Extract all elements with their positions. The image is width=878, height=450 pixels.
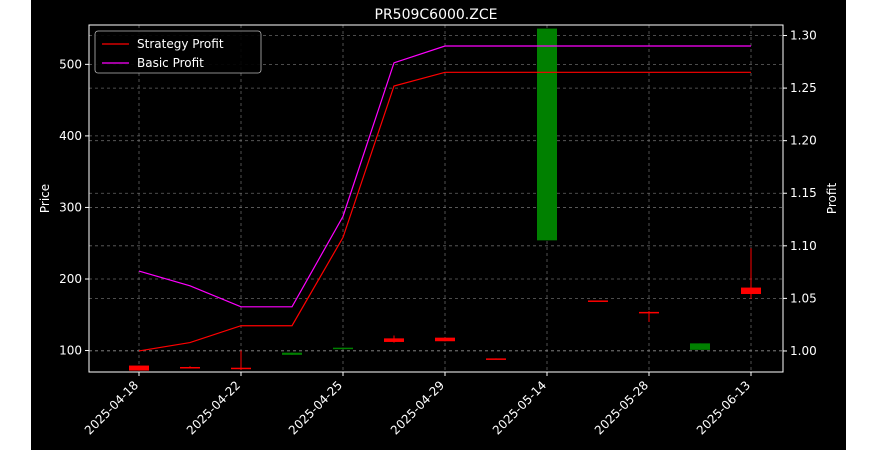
- y-tick-label: 400: [59, 129, 82, 143]
- y-tick-label: 300: [59, 200, 82, 214]
- x-tick-label: 2025-06-13: [694, 378, 753, 437]
- x-tick-label: 2025-04-25: [286, 378, 345, 437]
- plot-frame: [88, 24, 784, 373]
- y2-tick-label: 1.15: [790, 186, 817, 200]
- legend-label: Strategy Profit: [137, 37, 224, 51]
- legend: Strategy Profit Basic Profit: [94, 30, 262, 74]
- y-tick-label: 100: [59, 344, 82, 358]
- candle-body: [231, 367, 251, 370]
- candle-body: [537, 28, 557, 241]
- y2-tick-label: 1.05: [790, 291, 817, 305]
- legend-box: [94, 30, 262, 74]
- candle-body: [639, 311, 659, 314]
- y2-tick-label: 1.25: [790, 81, 817, 95]
- chart-figure: 100 200 300 400 500 1.00 1.05 1.10 1.15 1.20 1.25 1…: [31, 0, 846, 450]
- y2-tick-label: 1.00: [790, 344, 817, 358]
- y2-tick-label: 1.20: [790, 134, 817, 148]
- axis-layer: 100 200 300 400 500 1.00 1.05 1.10 1.15 1.20 1.25 1…: [59, 29, 817, 438]
- candle-body: [282, 352, 302, 355]
- chart-title: PR509C6000.ZCE: [375, 7, 498, 23]
- plot-layer: [129, 28, 761, 371]
- y-axis-label: Price: [38, 184, 52, 213]
- candle-body: [486, 358, 506, 360]
- chart-svg: 100 200 300 400 500 1.00 1.05 1.10 1.15 1.20 1.25 1…: [38, 7, 839, 438]
- x-tick-label: 2025-05-28: [592, 378, 651, 437]
- y-tick-label: 500: [59, 57, 82, 71]
- y2-tick-label: 1.10: [790, 239, 817, 253]
- candle-body: [129, 365, 149, 371]
- y2-axis-label: Profit: [825, 183, 839, 215]
- x-tick-label: 2025-04-29: [388, 378, 447, 437]
- candle-body: [384, 338, 404, 342]
- grid-layer: [89, 25, 783, 372]
- candle-body: [180, 366, 200, 369]
- x-tick-label: 2025-04-22: [184, 378, 243, 437]
- candle-body: [435, 337, 455, 342]
- candle-body: [741, 287, 761, 295]
- series-line-basic-profit: [138, 45, 751, 308]
- x-tick-label: 2025-05-14: [490, 378, 549, 437]
- series-line-strategy-profit: [138, 71, 751, 352]
- y-tick-label: 200: [59, 272, 82, 286]
- y2-tick-label: 1.30: [790, 29, 817, 43]
- x-tick-label: 2025-04-18: [82, 378, 141, 437]
- candle-body: [588, 300, 608, 302]
- candle-body: [333, 347, 353, 350]
- candle-body: [690, 343, 710, 350]
- legend-label: Basic Profit: [137, 56, 204, 70]
